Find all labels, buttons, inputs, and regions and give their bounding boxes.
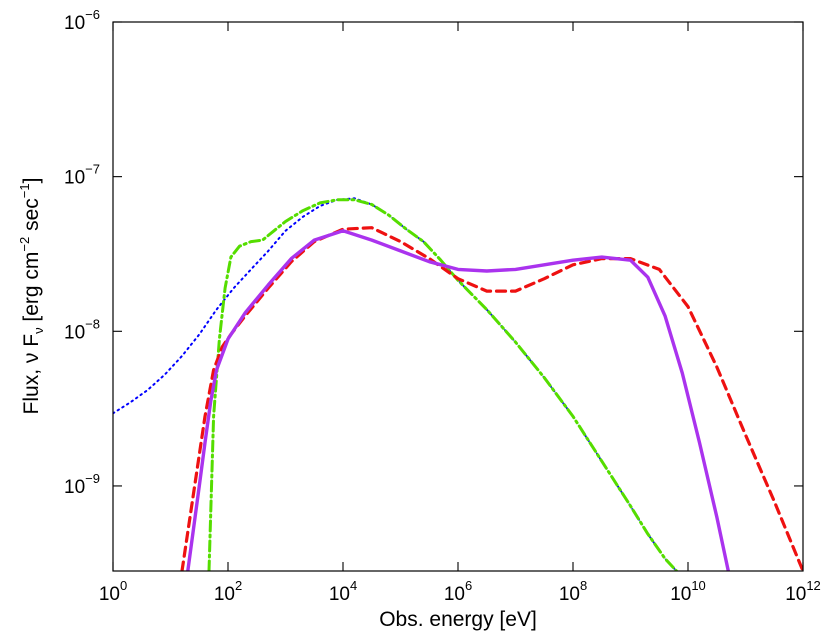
x-tick-label: 100 <box>99 578 127 605</box>
y-tick-label: 10−8 <box>64 316 100 343</box>
y-tick-base: 10 <box>64 168 85 189</box>
x-axis-label: Obs. energy [eV] <box>379 608 537 631</box>
x-tick-exponent: 4 <box>350 578 357 593</box>
y-tick-base: 10 <box>64 13 85 34</box>
y-tick-exponent: −7 <box>85 162 100 177</box>
x-tick-label: 1012 <box>785 578 821 605</box>
series-line-purple-solid <box>186 229 730 571</box>
x-tick-base: 10 <box>329 584 350 605</box>
x-tick-base: 10 <box>559 584 580 605</box>
x-tick-base: 10 <box>785 584 806 605</box>
y-tick-exponent: −8 <box>85 316 100 331</box>
y-label-unit-close: ] <box>20 178 43 184</box>
y-tick-label: 10−6 <box>64 7 100 34</box>
x-tick-exponent: 12 <box>806 578 820 593</box>
plot-frame <box>112 21 804 572</box>
y-label-nu: ν <box>20 353 43 364</box>
x-tick-base: 10 <box>99 584 120 605</box>
y-label-sub: ν <box>31 327 46 334</box>
y-label-exp2: −1 <box>17 183 32 198</box>
x-tick-exponent: 0 <box>120 578 127 593</box>
x-tick-label: 106 <box>444 578 472 605</box>
x-tick-base: 10 <box>444 584 465 605</box>
x-tick-label: 108 <box>559 578 587 605</box>
y-label-F: F <box>20 334 43 353</box>
series-layer <box>113 197 803 571</box>
x-tick-exponent: 6 <box>465 578 472 593</box>
y-tick-exponent: −6 <box>85 7 100 22</box>
x-tick-exponent: 10 <box>691 578 705 593</box>
x-tick-base: 10 <box>670 584 691 605</box>
x-tick-label: 104 <box>329 578 357 605</box>
y-axis-label: Flux, ν Fν [erg cm−2 sec−1] <box>17 178 46 415</box>
y-label-exp1: −2 <box>17 237 32 252</box>
y-label-unit-mid: sec <box>20 198 43 237</box>
x-tick-label: 1010 <box>670 578 706 605</box>
y-label-prefix: Flux, <box>20 363 43 414</box>
x-tick-exponent: 2 <box>235 578 242 593</box>
y-tick-base: 10 <box>64 322 85 343</box>
y-label-unit-open: [erg cm <box>20 252 43 328</box>
series-line-blue-dotted <box>113 197 678 571</box>
x-tick-exponent: 8 <box>580 578 587 593</box>
series-line-green-dashdot <box>207 198 678 571</box>
y-tick-base: 10 <box>64 477 85 498</box>
y-tick-label: 10−9 <box>64 471 100 498</box>
x-tick-label: 102 <box>214 578 242 605</box>
y-tick-exponent: −9 <box>85 471 100 486</box>
x-tick-base: 10 <box>214 584 235 605</box>
y-tick-label: 10−7 <box>64 162 100 189</box>
